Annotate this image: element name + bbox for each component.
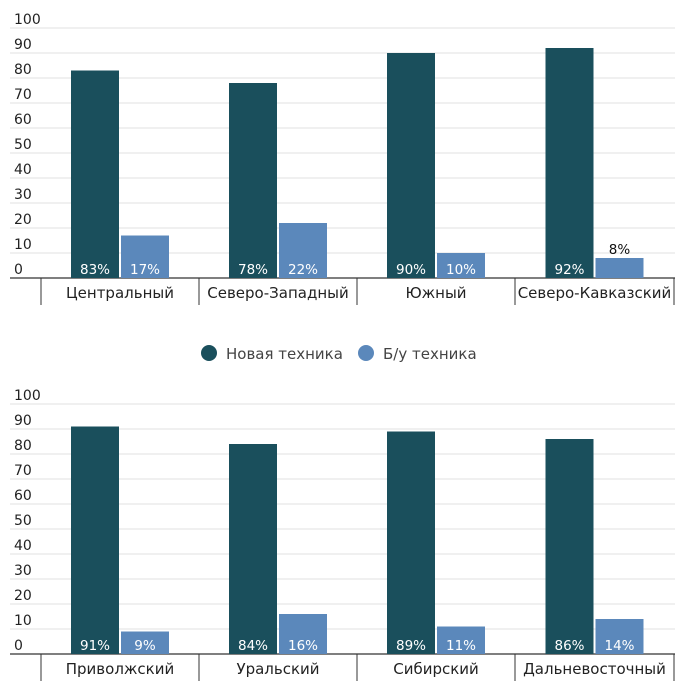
- y-tick-label: 20: [14, 212, 32, 228]
- data-label: 10%: [446, 262, 476, 278]
- legend-label: Б/у техника: [383, 345, 477, 363]
- y-tick-label: 100: [14, 12, 41, 28]
- bar: [229, 83, 277, 278]
- data-label: 78%: [238, 262, 268, 278]
- y-tick-label: 80: [14, 438, 32, 454]
- data-label: 84%: [238, 638, 268, 654]
- data-label: 14%: [604, 638, 634, 654]
- category-label: Дальневосточный: [523, 660, 666, 678]
- legend-label: Новая техника: [226, 345, 343, 363]
- y-tick-label: 90: [14, 413, 32, 429]
- data-label: 83%: [80, 262, 110, 278]
- legend: Новая техника Б/у техника: [201, 345, 477, 363]
- y-tick-label: 20: [14, 588, 32, 604]
- data-label: 11%: [446, 638, 476, 654]
- bar: [387, 53, 435, 278]
- bar: [121, 631, 169, 654]
- data-label: 9%: [134, 638, 156, 654]
- y-tick-label: 50: [14, 513, 32, 529]
- bar: [595, 258, 644, 278]
- y-tick-label: 70: [14, 463, 32, 479]
- bar: [71, 426, 119, 654]
- y-tick-label: 90: [14, 37, 32, 53]
- data-label: 90%: [396, 262, 426, 278]
- data-label: 17%: [130, 262, 160, 278]
- y-tick-label: 40: [14, 538, 32, 554]
- bar: [279, 223, 327, 278]
- bar: [229, 444, 277, 654]
- bar: [437, 626, 485, 654]
- bar: [595, 619, 644, 654]
- y-tick-label: 30: [14, 563, 32, 579]
- data-label: 22%: [288, 262, 318, 278]
- y-tick-label: 50: [14, 137, 32, 153]
- data-label: 92%: [554, 262, 584, 278]
- bar: [437, 253, 485, 278]
- y-tick-label: 0: [14, 638, 23, 654]
- category-label: Южный: [405, 284, 466, 302]
- data-label: 8%: [609, 242, 631, 258]
- bar: [279, 614, 327, 654]
- category-label: Приволжский: [66, 660, 174, 678]
- y-tick-label: 60: [14, 112, 32, 128]
- y-tick-label: 70: [14, 87, 32, 103]
- y-tick-label: 10: [14, 613, 32, 629]
- y-tick-label: 10: [14, 237, 32, 253]
- category-label: Уральский: [236, 660, 319, 678]
- chart-top: 0 10 20 30 40 50 60 70 80 90 100 83% 17% Центральный 7…: [10, 12, 675, 305]
- y-tick-label: 80: [14, 62, 32, 78]
- chart-bottom: 0 10 20 30 40 50 60 70 80 90 100 91% 9% Приволжский 84…: [10, 388, 675, 681]
- bar: [545, 48, 594, 278]
- data-label: 91%: [80, 638, 110, 654]
- y-tick-label: 30: [14, 187, 32, 203]
- category-label: Северо-Кавказский: [518, 284, 672, 302]
- category-label: Северо-Западный: [207, 284, 348, 302]
- legend-marker: [358, 345, 374, 361]
- y-tick-label: 60: [14, 488, 32, 504]
- y-tick-label: 0: [14, 262, 23, 278]
- bar: [71, 70, 119, 278]
- data-label: 86%: [554, 638, 584, 654]
- bar: [387, 431, 435, 654]
- data-label: 89%: [396, 638, 426, 654]
- category-label: Центральный: [66, 284, 174, 302]
- bar: [121, 235, 169, 278]
- data-label: 16%: [288, 638, 318, 654]
- category-label: Сибирский: [393, 660, 479, 678]
- y-tick-label: 100: [14, 388, 41, 404]
- legend-marker: [201, 345, 217, 361]
- bar: [545, 439, 594, 654]
- y-tick-label: 40: [14, 162, 32, 178]
